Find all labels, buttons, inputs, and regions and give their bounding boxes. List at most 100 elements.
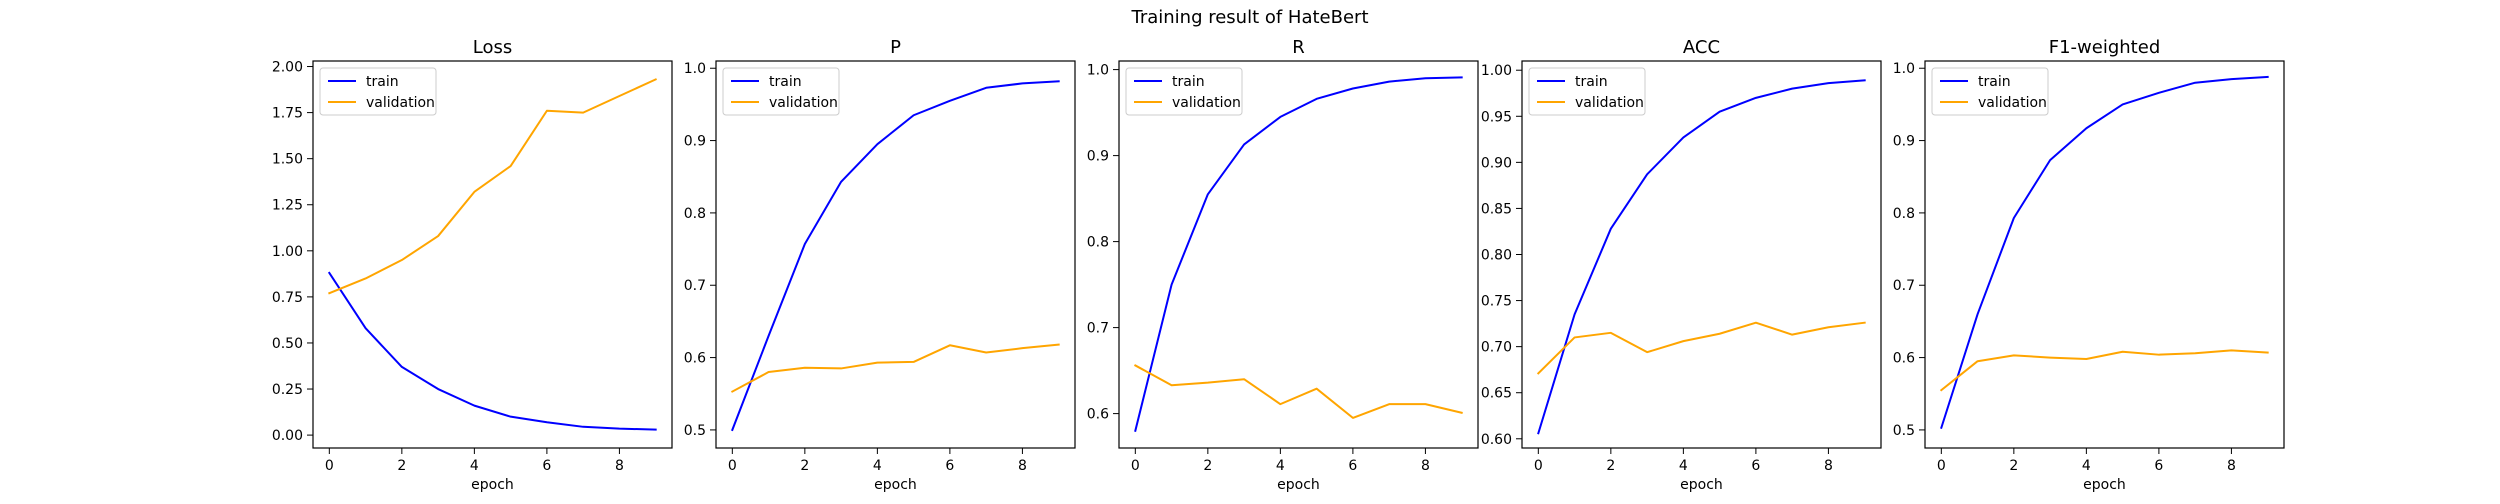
- x-tick-label: 6: [542, 458, 551, 474]
- x-tick-label: 8: [2227, 458, 2236, 474]
- legend-label-validation: validation: [1172, 95, 1241, 111]
- x-tick-label: 6: [1751, 458, 1760, 474]
- x-tick-label: 8: [615, 458, 624, 474]
- x-axis-label: epoch: [1277, 477, 1320, 493]
- series-line-validation: [1133, 364, 1463, 419]
- y-tick-label: 0.95: [1481, 109, 1512, 125]
- x-tick-label: 6: [1348, 458, 1357, 474]
- x-tick-label: 4: [1276, 458, 1285, 474]
- subplot-title: ACC: [1683, 37, 1720, 58]
- y-tick-label: 1.0: [1087, 63, 1109, 79]
- series-line-validation: [1939, 349, 2269, 392]
- series-line-train: [1940, 75, 2269, 430]
- y-tick-label: 0.7: [1893, 278, 1915, 294]
- y-tick-label: 0.5: [1893, 423, 1915, 439]
- subplot-title: F1-weighted: [2049, 37, 2161, 58]
- y-tick-label: 0.6: [684, 351, 706, 367]
- axes-frame: [1118, 60, 1479, 449]
- y-tick-label: 0.75: [1481, 294, 1512, 310]
- y-tick-label: 0.9: [1893, 134, 1915, 150]
- y-tick-label: 0.85: [1481, 201, 1512, 217]
- legend-label-validation: validation: [366, 95, 435, 111]
- series-line-train: [1134, 76, 1463, 433]
- axes-frame: [1924, 60, 2285, 449]
- x-tick-label: 6: [945, 458, 954, 474]
- series-line-validation: [328, 78, 658, 295]
- subplot-title: P: [890, 37, 901, 58]
- y-tick-label: 1.75: [272, 106, 303, 122]
- subplot-title: Loss: [473, 37, 512, 58]
- y-tick-label: 0.70: [1481, 340, 1512, 356]
- legend-box: [1931, 67, 2049, 116]
- legend-label-train: train: [366, 74, 399, 90]
- legend-label-train: train: [769, 74, 802, 90]
- legend-label-validation: validation: [1978, 95, 2047, 111]
- y-tick-label: 0.75: [272, 290, 303, 306]
- x-tick-label: 6: [2154, 458, 2163, 474]
- subplot-title: R: [1292, 37, 1305, 58]
- y-tick-label: 0.7: [684, 278, 706, 294]
- x-tick-label: 2: [1606, 458, 1615, 474]
- x-tick-label: 4: [873, 458, 882, 474]
- y-tick-label: 2.00: [272, 60, 303, 76]
- x-tick-label: 8: [1824, 458, 1833, 474]
- legend-label-validation: validation: [1575, 95, 1644, 111]
- axes-frame: [715, 60, 1076, 449]
- y-tick-label: 0.5: [684, 423, 706, 439]
- y-tick-label: 0.8: [1893, 206, 1915, 222]
- legend-label-train: train: [1172, 74, 1205, 90]
- x-tick-label: 0: [325, 458, 334, 474]
- y-tick-label: 1.00: [272, 244, 303, 260]
- subplot-f1-weighted: F1-weighted 0 2 4 6 8 0.5 0.6 0.7 0.8 0.9 1.0 epoch t…: [1893, 37, 2285, 493]
- legend-label-validation: validation: [769, 95, 838, 111]
- x-tick-label: 4: [1679, 458, 1688, 474]
- subplot-acc: ACC 0 2 4 6 8 0.60 0.65 0.70 0.75 0.80 0.85 0.90 0.95…: [1481, 37, 1882, 493]
- series-line-validation: [1536, 321, 1866, 375]
- y-tick-label: 1.0: [684, 61, 706, 77]
- y-tick-label: 0.9: [1087, 149, 1109, 165]
- x-tick-label: 0: [1534, 458, 1543, 474]
- y-tick-label: 1.00: [1481, 63, 1512, 79]
- subplot-r: R 0 2 4 6 8 0.6 0.7 0.8 0.9 1.0 epoch train validatio…: [1087, 37, 1479, 493]
- x-axis-label: epoch: [2083, 477, 2126, 493]
- legend-box: [1528, 67, 1646, 116]
- subplot-p: P 0 2 4 6 8 0.5 0.6 0.7 0.8 0.9 1.0 epoch train valida…: [684, 37, 1076, 493]
- y-tick-label: 0.8: [684, 206, 706, 222]
- x-tick-label: 8: [1421, 458, 1430, 474]
- x-tick-label: 8: [1018, 458, 1027, 474]
- y-tick-label: 0.65: [1481, 386, 1512, 402]
- y-tick-label: 0.6: [1893, 351, 1915, 367]
- y-tick-label: 0.7: [1087, 321, 1109, 337]
- x-tick-label: 4: [470, 458, 479, 474]
- legend-box: [722, 67, 840, 116]
- series-line-train: [1537, 79, 1866, 435]
- x-tick-label: 0: [728, 458, 737, 474]
- y-tick-label: 0.6: [1087, 407, 1109, 423]
- x-axis-label: epoch: [1680, 477, 1723, 493]
- series-line-train: [327, 271, 657, 431]
- x-tick-label: 2: [2009, 458, 2018, 474]
- legend-label-train: train: [1575, 74, 1608, 90]
- y-tick-label: 0.8: [1087, 235, 1109, 251]
- legend-box: [1125, 67, 1243, 116]
- legend-label-train: train: [1978, 74, 2011, 90]
- x-axis-label: epoch: [471, 477, 514, 493]
- y-tick-label: 1.0: [1893, 61, 1915, 77]
- axes-frame: [312, 60, 673, 449]
- subplot-loss: Loss 0 2 4 6 8 0.00 0.25 0.50 0.75 1.00 1.25 1.50 1.7…: [272, 37, 673, 493]
- x-tick-label: 2: [800, 458, 809, 474]
- series-line-train: [731, 80, 1060, 432]
- series-line-validation: [730, 343, 1060, 393]
- y-tick-label: 0.25: [272, 382, 303, 398]
- x-tick-label: 4: [2082, 458, 2091, 474]
- y-tick-label: 0.90: [1481, 155, 1512, 171]
- y-tick-label: 0.50: [272, 336, 303, 352]
- y-tick-label: 1.25: [272, 198, 303, 214]
- x-tick-label: 2: [397, 458, 406, 474]
- legend-box: [319, 67, 437, 116]
- x-tick-label: 0: [1937, 458, 1946, 474]
- x-tick-label: 0: [1131, 458, 1140, 474]
